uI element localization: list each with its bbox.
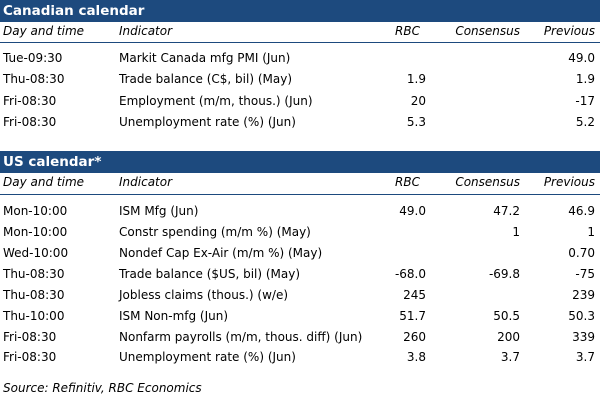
cell-indicator: Jobless claims (thous.) (w/e) — [119, 288, 289, 302]
cell-rbc: 49.0 — [399, 204, 426, 218]
column-day-and-time: Day and time — [3, 24, 85, 38]
cell-day: Mon-10:00 — [3, 225, 68, 239]
cell-consensus: 200 — [497, 330, 520, 344]
cell-indicator: Employment (m/m, thous.) (Jun) — [119, 94, 313, 108]
column-rbc: RBC — [395, 175, 420, 189]
cell-previous: -75 — [575, 267, 595, 281]
cell-indicator: Trade balance (C$, bil) (May) — [119, 72, 293, 86]
column-previous: Previous — [543, 24, 595, 38]
cell-previous: 46.9 — [568, 204, 595, 218]
cell-rbc: 1.9 — [406, 72, 426, 86]
cell-previous: 5.2 — [575, 115, 595, 129]
cell-indicator: Nonfarm payrolls (m/m, thous. diff) (Jun… — [119, 330, 363, 344]
cell-consensus: 47.2 — [493, 204, 520, 218]
table-row: Wed-10:00 Nondef Cap Ex-Air (m/m %) (May… — [0, 244, 600, 263]
column-indicator: Indicator — [119, 24, 173, 38]
table-row: Thu-08:30 Trade balance (C$, bil) (May) … — [0, 70, 600, 89]
cell-previous: 49.0 — [568, 51, 595, 65]
cell-rbc: 245 — [403, 288, 426, 302]
cell-indicator: Unemployment rate (%) (Jun) — [119, 115, 296, 129]
table-row: Mon-10:00 Constr spending (m/m %) (May) … — [0, 223, 600, 242]
cell-previous: 339 — [572, 330, 595, 344]
cell-previous: 1.9 — [575, 72, 595, 86]
table-row: Thu-08:30 Jobless claims (thous.) (w/e) … — [0, 286, 600, 305]
cell-day: Thu-10:00 — [3, 309, 65, 323]
cell-previous: 1 — [587, 225, 595, 239]
cell-rbc: 51.7 — [399, 309, 426, 323]
cell-indicator: Trade balance ($US, bil) (May) — [119, 267, 301, 281]
cell-indicator: ISM Mfg (Jun) — [119, 204, 199, 218]
cell-day: Thu-08:30 — [3, 72, 65, 86]
cell-day: Mon-10:00 — [3, 204, 68, 218]
table-row: Tue-09:30 Markit Canada mfg PMI (Jun) 49… — [0, 49, 600, 68]
table-row: Mon-10:00 ISM Mfg (Jun) 49.0 47.2 46.9 — [0, 202, 600, 221]
cell-consensus: -69.8 — [488, 267, 520, 281]
cell-day: Thu-08:30 — [3, 288, 65, 302]
canadian-column-headers: Day and time Indicator RBC Consensus Pre… — [0, 22, 600, 41]
table-row: Fri-08:30 Unemployment rate (%) (Jun) 5.… — [0, 113, 600, 132]
column-previous: Previous — [543, 175, 595, 189]
source-note: Source: Refinitiv, RBC Economics — [3, 381, 202, 395]
cell-day: Tue-09:30 — [3, 51, 63, 65]
cell-day: Wed-10:00 — [3, 246, 69, 260]
cell-consensus: 1 — [512, 225, 520, 239]
cell-consensus: 3.7 — [500, 350, 520, 364]
cell-day: Fri-08:30 — [3, 115, 57, 129]
cell-day: Fri-08:30 — [3, 94, 57, 108]
column-consensus: Consensus — [455, 175, 520, 189]
table-row: Fri-08:30 Unemployment rate (%) (Jun) 3.… — [0, 348, 600, 367]
us-calendar-header: US calendar* — [0, 151, 600, 173]
cell-indicator: Nondef Cap Ex-Air (m/m %) (May) — [119, 246, 323, 260]
table-row: Fri-08:30 Employment (m/m, thous.) (Jun)… — [0, 92, 600, 111]
column-consensus: Consensus — [455, 24, 520, 38]
cell-indicator: ISM Non-mfg (Jun) — [119, 309, 229, 323]
cell-consensus: 50.5 — [493, 309, 520, 323]
column-rbc: RBC — [395, 24, 420, 38]
cell-day: Fri-08:30 — [3, 330, 57, 344]
cell-rbc: 20 — [410, 94, 426, 108]
cell-day: Thu-08:30 — [3, 267, 65, 281]
cell-previous: 239 — [572, 288, 595, 302]
cell-day: Fri-08:30 — [3, 350, 57, 364]
cell-rbc: 260 — [403, 330, 426, 344]
cell-indicator: Constr spending (m/m %) (May) — [119, 225, 311, 239]
us-header-rule — [0, 194, 600, 195]
cell-previous: 3.7 — [575, 350, 595, 364]
cell-previous: 50.3 — [568, 309, 595, 323]
column-day-and-time: Day and time — [3, 175, 85, 189]
cell-indicator: Markit Canada mfg PMI (Jun) — [119, 51, 291, 65]
cell-rbc: 3.8 — [406, 350, 426, 364]
table-row: Fri-08:30 Nonfarm payrolls (m/m, thous. … — [0, 328, 600, 347]
canadian-header-rule — [0, 42, 600, 43]
canadian-calendar-header: Canadian calendar — [0, 0, 600, 22]
cell-indicator: Unemployment rate (%) (Jun) — [119, 350, 296, 364]
column-indicator: Indicator — [119, 175, 173, 189]
cell-rbc: 5.3 — [406, 115, 426, 129]
table-row: Thu-08:30 Trade balance ($US, bil) (May)… — [0, 265, 600, 284]
us-column-headers: Day and time Indicator RBC Consensus Pre… — [0, 173, 600, 192]
cell-rbc: -68.0 — [394, 267, 426, 281]
cell-previous: -17 — [575, 94, 595, 108]
table-row: Thu-10:00 ISM Non-mfg (Jun) 51.7 50.5 50… — [0, 307, 600, 326]
cell-previous: 0.70 — [568, 246, 595, 260]
